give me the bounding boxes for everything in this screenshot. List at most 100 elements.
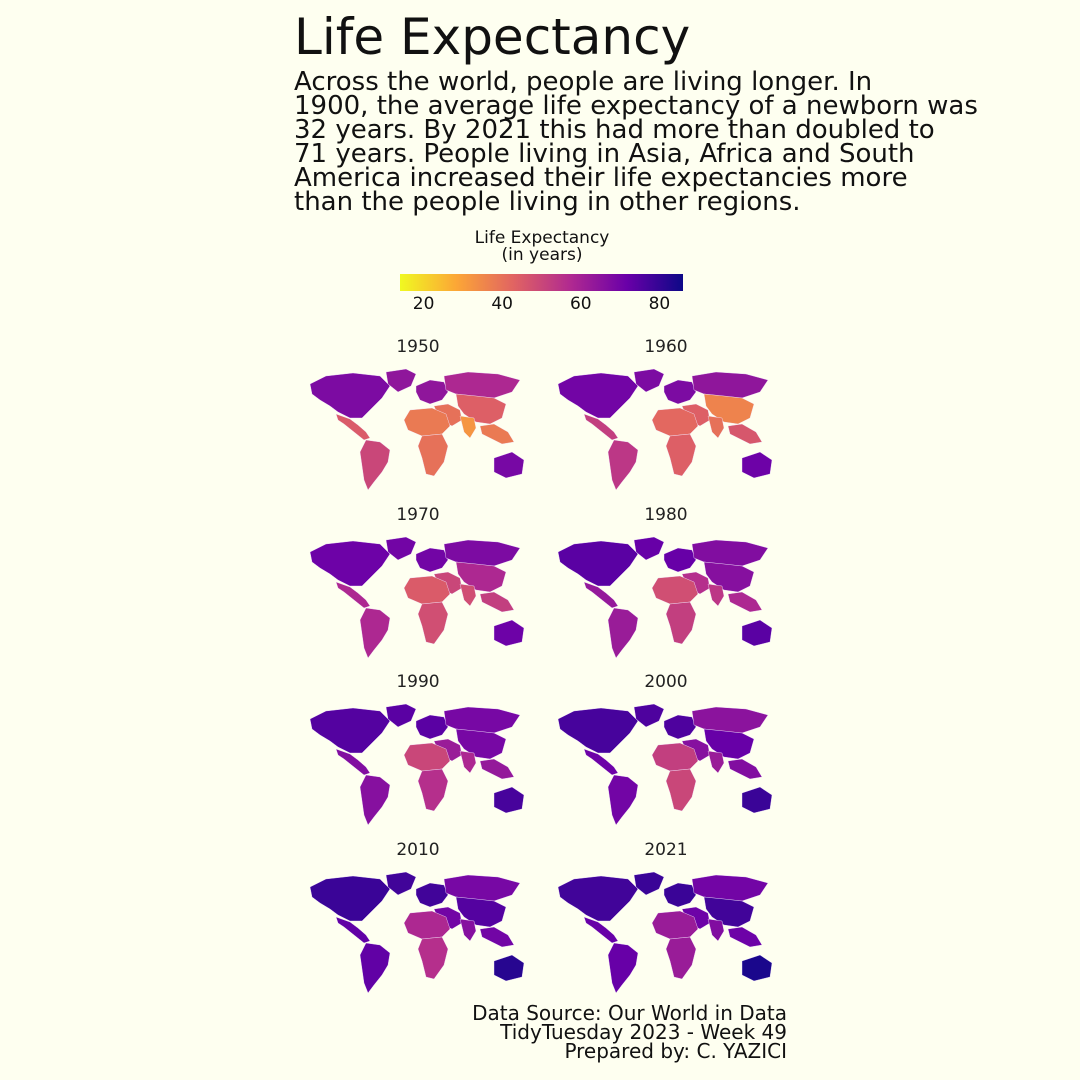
region-na: [557, 540, 639, 587]
map-panel-1970: 1970: [298, 504, 538, 659]
region-na: [557, 875, 639, 922]
region-eu: [663, 547, 697, 573]
region-afs: [417, 768, 449, 812]
region-sa: [359, 607, 391, 659]
world-map: [309, 703, 525, 826]
region-eu: [415, 714, 449, 740]
world-map: [557, 536, 773, 659]
region-gl: [385, 703, 417, 728]
region-afs: [417, 601, 449, 645]
color-legend: Life Expectancy (in years) 20 40 60 80: [390, 230, 690, 320]
region-gl: [385, 871, 417, 896]
region-ca: [583, 916, 619, 944]
region-eu: [415, 547, 449, 573]
panel-year-label: 2010: [396, 840, 440, 860]
region-ru: [691, 371, 769, 399]
region-afs: [665, 768, 697, 812]
world-map: [557, 871, 773, 994]
map-panel-2021: 2021: [546, 839, 786, 994]
region-sea: [727, 926, 763, 948]
region-ru: [691, 874, 769, 902]
region-in: [459, 918, 477, 942]
region-na: [557, 372, 639, 419]
panel-year-label: 2021: [644, 840, 688, 860]
map-panel-1960: 1960: [546, 336, 786, 491]
caption-line: Data Source: Our World in Data: [472, 1001, 787, 1025]
region-ca: [335, 581, 371, 609]
region-gl: [633, 368, 665, 393]
region-eu: [663, 714, 697, 740]
region-au: [741, 954, 773, 982]
chart-title: Life Expectancy: [294, 8, 691, 66]
map-panel-2000: 2000: [546, 671, 786, 826]
region-eu: [415, 379, 449, 405]
region-afs: [665, 433, 697, 477]
legend-title-line: (in years): [501, 245, 583, 265]
region-eu: [663, 379, 697, 405]
region-as: [455, 896, 507, 928]
region-as: [455, 393, 507, 425]
region-in: [707, 750, 725, 774]
region-sa: [607, 607, 639, 659]
world-map: [309, 871, 525, 994]
region-au: [741, 451, 773, 479]
panel-year-label: 2000: [644, 672, 688, 692]
subtitle-line: 71 years. People living in Asia, Africa …: [294, 139, 915, 169]
panel-year-label: 1950: [396, 337, 440, 357]
region-ca: [583, 748, 619, 776]
legend-title-line: Life Expectancy: [474, 228, 610, 248]
region-in: [459, 415, 477, 439]
map-panel-1950: 1950: [298, 336, 538, 491]
caption: Data Source: Our World in Data TidyTuesd…: [472, 1001, 787, 1061]
region-au: [741, 619, 773, 647]
subtitle-line: 32 years. By 2021 this had more than dou…: [294, 115, 935, 145]
region-ru: [691, 706, 769, 734]
subtitle-line: Across the world, people are living long…: [294, 67, 873, 97]
region-sea: [727, 758, 763, 780]
region-gl: [385, 368, 417, 393]
subtitle-line: America increased their life expectancie…: [294, 163, 908, 193]
region-eu: [663, 882, 697, 908]
region-ca: [335, 413, 371, 441]
region-au: [741, 786, 773, 814]
world-map: [309, 368, 525, 491]
region-na: [309, 875, 391, 922]
region-au: [493, 619, 525, 647]
region-sa: [607, 942, 639, 994]
region-in: [707, 415, 725, 439]
region-ru: [443, 874, 521, 902]
region-as: [455, 561, 507, 593]
caption-line: TidyTuesday 2023 - Week 49: [500, 1020, 787, 1044]
panel-year-label: 1990: [396, 672, 440, 692]
chart-subtitle: Across the world, people are living long…: [294, 67, 1054, 215]
region-as: [703, 393, 755, 425]
region-na: [309, 540, 391, 587]
world-map: [557, 703, 773, 826]
region-ca: [583, 413, 619, 441]
region-sea: [479, 758, 515, 780]
region-afs: [417, 936, 449, 980]
region-sa: [359, 942, 391, 994]
region-in: [459, 750, 477, 774]
world-map: [309, 536, 525, 659]
region-ru: [443, 706, 521, 734]
region-sea: [479, 926, 515, 948]
legend-tick-label: 60: [569, 294, 592, 314]
region-gl: [633, 703, 665, 728]
region-gl: [633, 871, 665, 896]
region-ca: [335, 916, 371, 944]
region-afs: [665, 601, 697, 645]
panel-year-label: 1970: [396, 505, 440, 525]
legend-tick-label: 80: [648, 294, 671, 314]
region-au: [493, 451, 525, 479]
region-na: [309, 372, 391, 419]
legend-title: Life Expectancy (in years): [390, 230, 694, 264]
world-map: [557, 368, 773, 491]
region-ru: [443, 371, 521, 399]
legend-tick-label: 20: [412, 294, 435, 314]
region-ca: [583, 581, 619, 609]
region-as: [455, 728, 507, 760]
region-ru: [691, 539, 769, 567]
subtitle-line: 1900, the average life expectancy of a n…: [294, 91, 978, 121]
region-sa: [607, 439, 639, 491]
